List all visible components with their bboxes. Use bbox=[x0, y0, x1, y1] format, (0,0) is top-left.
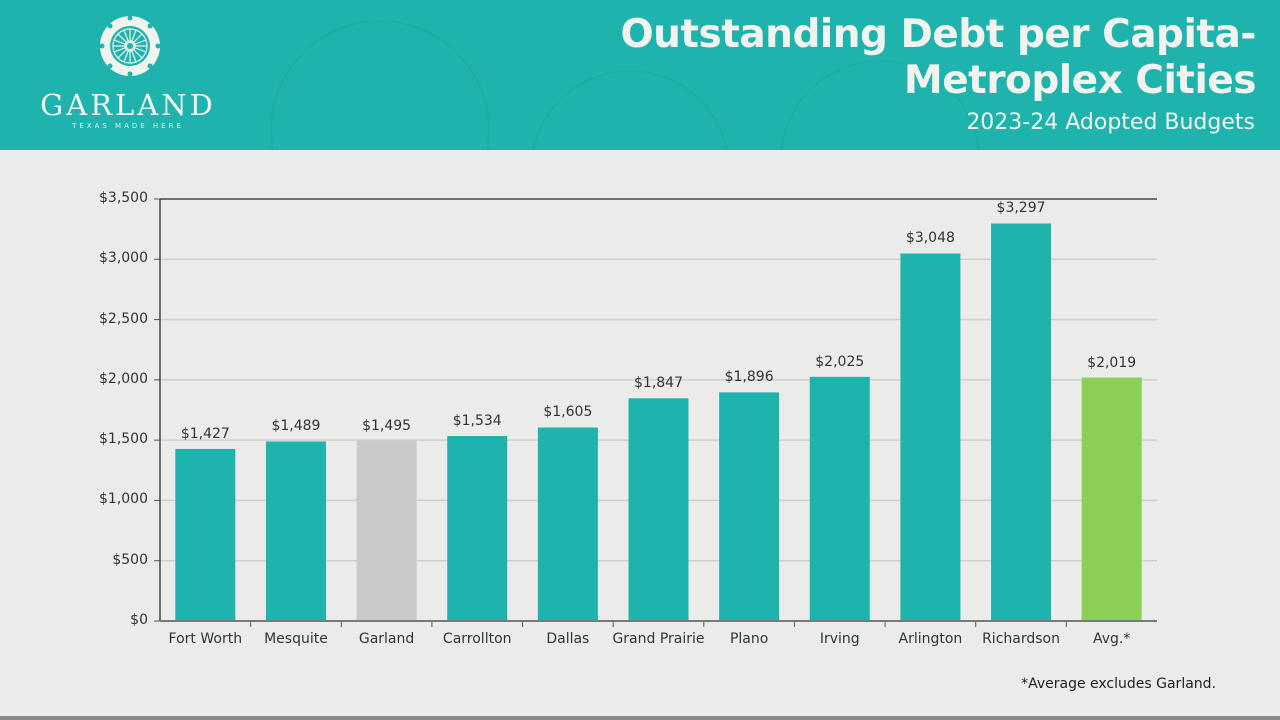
bar-value-label: $1,489 bbox=[271, 418, 321, 435]
y-axis-tick-label: $2,000 bbox=[99, 370, 148, 387]
bar-irving bbox=[809, 376, 870, 621]
y-axis-tick-label: $3,500 bbox=[99, 190, 148, 206]
x-axis-category-label: Arlington bbox=[898, 631, 963, 647]
bar-arlington bbox=[900, 253, 961, 621]
bar-value-label: $3,048 bbox=[905, 230, 955, 247]
garland-logo: GARLAND TEXAS MADE HERE bbox=[18, 14, 238, 139]
bar-carrollton bbox=[447, 436, 508, 621]
bar-value-label: $1,847 bbox=[634, 375, 683, 392]
bar-value-label: $1,495 bbox=[362, 417, 412, 434]
slide-header: GARLAND TEXAS MADE HERE Outstanding Debt… bbox=[0, 0, 1280, 150]
bar-value-label: $1,427 bbox=[180, 425, 230, 442]
bottom-border bbox=[0, 716, 1280, 720]
bar-value-label: $1,605 bbox=[543, 404, 593, 421]
bar-value-label: $1,896 bbox=[724, 369, 774, 386]
bar-value-label: $1,534 bbox=[452, 413, 502, 430]
bar-dallas bbox=[537, 427, 598, 621]
y-axis-tick-label: $1,000 bbox=[99, 491, 148, 508]
x-axis-category-label: Avg.* bbox=[1092, 631, 1131, 647]
x-axis-category-label: Fort Worth bbox=[168, 631, 243, 647]
x-axis-category-label: Irving bbox=[819, 631, 860, 647]
title-line-1: Outstanding Debt per Capita- bbox=[620, 12, 1256, 57]
bar-grand-prairie bbox=[628, 398, 689, 621]
bar-richardson bbox=[991, 223, 1052, 621]
x-axis-category-label: Garland bbox=[358, 631, 415, 647]
y-axis-tick-label: $2,500 bbox=[99, 310, 148, 327]
page-subtitle: 2023-24 Adopted Budgets bbox=[966, 110, 1255, 135]
garland-flower-emblem-icon bbox=[99, 15, 161, 77]
title-line-2: Metroplex Cities bbox=[903, 58, 1257, 103]
bar-value-label: $3,297 bbox=[996, 200, 1046, 217]
x-axis-category-label: Richardson bbox=[982, 631, 1060, 647]
y-axis-tick-label: $3,000 bbox=[99, 250, 148, 267]
bar-mesquite bbox=[265, 441, 326, 621]
y-axis-tick-label: $500 bbox=[112, 551, 148, 568]
x-axis-category-label: Dallas bbox=[546, 631, 590, 647]
x-axis-category-label: Carrollton bbox=[442, 631, 512, 647]
y-axis-tick-label: $0 bbox=[130, 612, 148, 628]
x-axis-category-label: Plano bbox=[729, 631, 769, 647]
footnote: *Average excludes Garland. bbox=[1021, 676, 1216, 692]
x-axis-category-label: Mesquite bbox=[264, 631, 328, 647]
bar-value-label: $2,019 bbox=[1087, 354, 1137, 371]
bar-fort-worth bbox=[175, 448, 236, 621]
bar-plano bbox=[719, 392, 780, 621]
x-axis-category-label: Grand Prairie bbox=[612, 631, 705, 647]
bar-value-label: $2,025 bbox=[815, 353, 865, 370]
bar-garland bbox=[356, 440, 417, 621]
page-title: Outstanding Debt per Capita- Metroplex C… bbox=[620, 12, 1256, 104]
logo-tagline: TEXAS MADE HERE bbox=[72, 122, 184, 130]
logo-name: GARLAND bbox=[40, 88, 216, 122]
bar-avg bbox=[1081, 377, 1142, 621]
y-axis-tick-label: $1,500 bbox=[99, 431, 148, 448]
